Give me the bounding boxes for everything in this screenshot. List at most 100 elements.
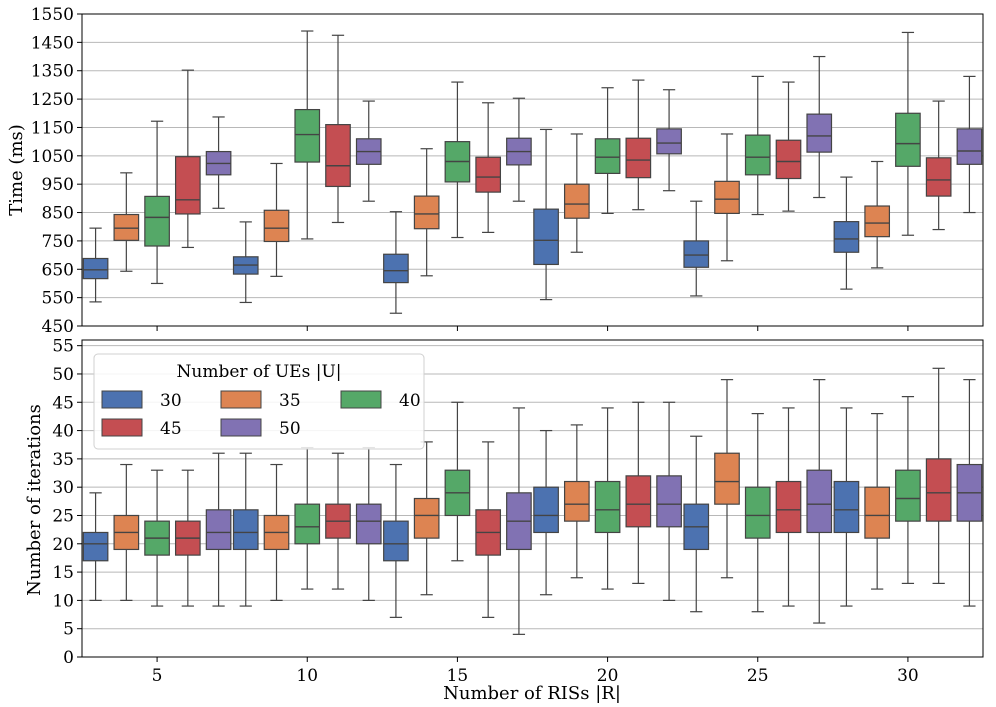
time-box-ue-50 xyxy=(355,100,382,202)
iqr-box xyxy=(383,520,409,562)
x-tick-label: 5 xyxy=(152,666,163,686)
iterations-y-tick-label: 0 xyxy=(63,648,74,668)
iqr-box xyxy=(956,128,983,165)
iterations-box-ue-35 xyxy=(864,412,891,590)
time-box-ue-45 xyxy=(925,100,952,231)
iqr-box xyxy=(174,156,201,215)
iterations-box-ue-30 xyxy=(383,463,409,618)
iterations-box-ue-40 xyxy=(895,396,921,585)
iqr-box xyxy=(806,469,833,534)
iterations-box-ue-50 xyxy=(506,407,532,635)
time-y-tick-label: 650 xyxy=(42,260,74,280)
time-y-tick-label: 1350 xyxy=(31,62,74,82)
time-box-ue-35 xyxy=(864,160,891,269)
iterations-box-ue-35 xyxy=(563,424,590,579)
iqr-box xyxy=(413,195,440,230)
iterations-box-ue-45 xyxy=(475,441,502,618)
iterations-y-tick-label: 25 xyxy=(52,506,74,526)
time-x-ticks xyxy=(156,326,909,331)
iqr-box xyxy=(895,469,921,522)
time-box-ue-45 xyxy=(775,81,802,212)
iterations-box-ue-30 xyxy=(833,407,860,607)
time-box-ue-40 xyxy=(444,81,471,239)
legend-entry-45: 45 xyxy=(101,418,182,439)
time-box-ue-45 xyxy=(625,79,652,211)
iqr-box xyxy=(625,475,652,528)
x-tick-label: 30 xyxy=(897,666,919,686)
iqr-box xyxy=(895,112,921,167)
legend-label: 35 xyxy=(279,391,301,411)
iterations-x-ticks: 5 10 15 20 25 30 xyxy=(152,657,919,686)
legend-label: 45 xyxy=(160,419,182,439)
iqr-box xyxy=(475,156,502,193)
iterations-box-ue-45 xyxy=(925,367,952,585)
time-grid xyxy=(82,13,983,327)
legend-swatch xyxy=(340,390,382,409)
iqr-box xyxy=(925,458,952,522)
iqr-box xyxy=(144,195,170,247)
iqr-box xyxy=(744,486,771,539)
iqr-box xyxy=(925,157,952,197)
iterations-box-ue-40 xyxy=(294,446,321,590)
iterations-y-ticks: 0 5 10 15 20 25 30 35 40 45 50 55 xyxy=(52,337,82,668)
iterations-y-tick-label: 5 xyxy=(63,620,74,640)
iqr-box xyxy=(533,208,559,266)
iterations-y-tick-label: 20 xyxy=(52,535,74,555)
iqr-box xyxy=(232,509,259,551)
time-y-tick-label: 850 xyxy=(42,204,74,224)
iqr-box xyxy=(413,497,440,539)
time-box-ue-40 xyxy=(594,87,621,214)
x-axis-label: Number of RISs |R| xyxy=(443,683,621,704)
iqr-box xyxy=(714,452,740,505)
iqr-box xyxy=(383,253,409,284)
iterations-y-tick-label: 10 xyxy=(52,591,74,611)
iqr-box xyxy=(656,475,682,528)
time-box-ue-40 xyxy=(895,31,921,236)
iterations-box-ue-50 xyxy=(956,379,983,607)
iqr-box xyxy=(833,221,860,253)
time-y-tick-label: 450 xyxy=(42,317,74,337)
legend-label: 40 xyxy=(399,391,421,411)
iqr-box xyxy=(594,138,621,175)
time-box-ue-50 xyxy=(806,55,833,199)
time-box-ue-35 xyxy=(263,162,290,277)
iqr-box xyxy=(806,113,833,153)
iqr-box xyxy=(625,137,652,179)
iqr-box xyxy=(563,183,590,219)
time-y-tick-label: 1250 xyxy=(31,90,74,110)
time-box-ue-35 xyxy=(563,133,590,253)
iqr-box xyxy=(594,480,621,534)
time-box-ue-50 xyxy=(506,97,532,202)
iterations-box-ue-45 xyxy=(625,401,652,585)
iqr-box xyxy=(113,213,140,241)
time-box-ue-45 xyxy=(475,102,502,233)
iqr-box xyxy=(775,139,802,180)
iterations-box-ue-35 xyxy=(413,441,440,596)
iqr-box xyxy=(263,209,290,243)
iqr-box xyxy=(775,480,802,534)
iterations-y-tick-label: 35 xyxy=(52,450,74,470)
iterations-box-ue-40 xyxy=(744,412,771,613)
time-box-ue-45 xyxy=(174,69,201,249)
iterations-box-ue-35 xyxy=(714,379,740,579)
iqr-box xyxy=(683,240,710,268)
time-y-tick-label: 1450 xyxy=(31,33,74,53)
time-box-ue-35 xyxy=(714,133,740,262)
time-box-ue-30 xyxy=(383,211,409,314)
time-box-ue-35 xyxy=(113,172,140,272)
iqr-box xyxy=(864,486,891,539)
x-tick-label: 15 xyxy=(447,666,469,686)
iterations-box-ue-30 xyxy=(232,452,259,607)
time-box-ue-50 xyxy=(205,116,232,209)
iqr-box xyxy=(355,503,382,545)
x-tick-label: 10 xyxy=(296,666,318,686)
time-box-ue-40 xyxy=(294,30,321,240)
legend-title: Number of UEs |U| xyxy=(177,362,342,382)
iqr-box xyxy=(82,257,109,280)
time-y-tick-label: 1050 xyxy=(31,147,74,167)
iterations-y-tick-label: 15 xyxy=(52,563,74,583)
time-boxes xyxy=(82,30,983,314)
iterations-box-ue-35 xyxy=(113,463,140,601)
iterations-box-ue-50 xyxy=(656,401,682,601)
iterations-panel: 0 5 10 15 20 25 30 35 40 45 50 55 5 10 15 20 25 30 Numbe… xyxy=(24,337,984,704)
